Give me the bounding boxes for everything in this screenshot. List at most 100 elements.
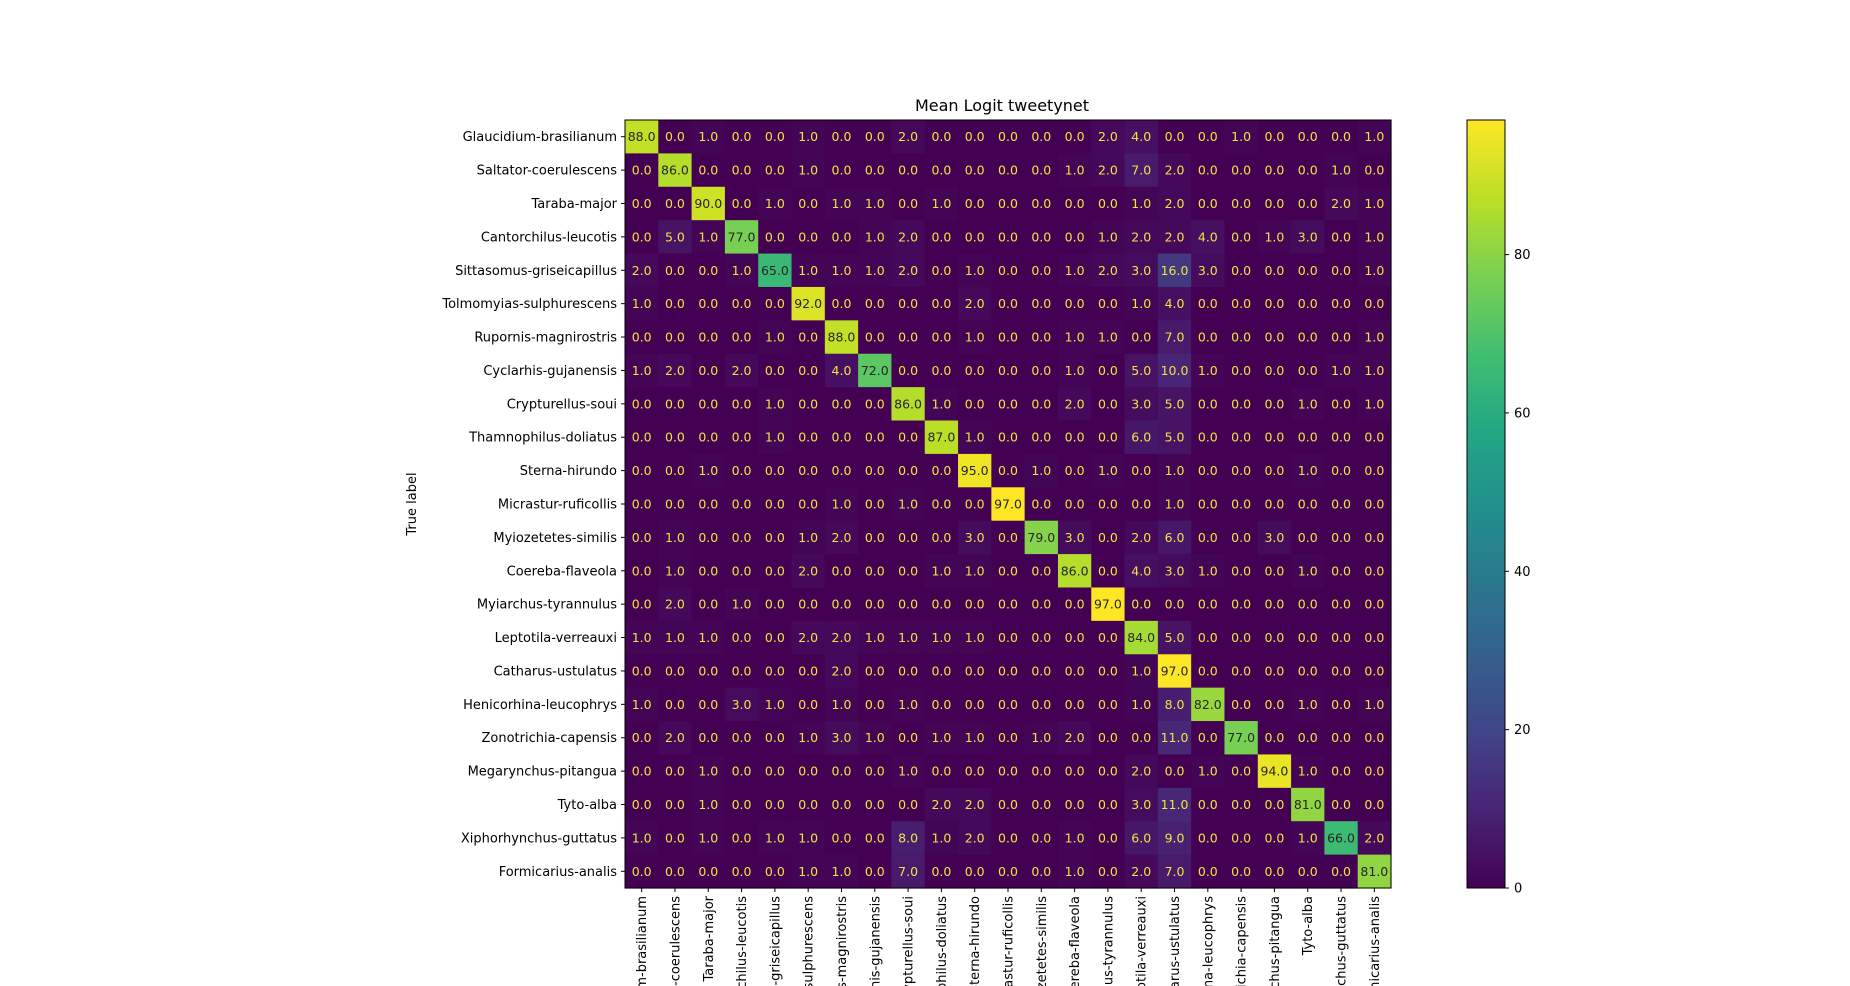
heatmap-cell <box>1057 453 1092 488</box>
heatmap-cell <box>1291 286 1325 321</box>
cell-value-label: 0.0 <box>1364 797 1384 812</box>
heatmap-cell <box>758 787 793 822</box>
heatmap-cell <box>1191 821 1226 856</box>
cell-value-label: 0.0 <box>1331 597 1351 612</box>
cell-value-label: 0.0 <box>1231 163 1251 178</box>
cell-value-label: 0.0 <box>765 363 785 378</box>
heatmap-cell <box>924 186 959 221</box>
y-tick-label: Thamnophilus-doliatus <box>468 431 617 446</box>
heatmap-cell <box>1157 153 1192 188</box>
heatmap-cell <box>1091 754 1126 789</box>
cell-value-label: 0.0 <box>632 663 652 678</box>
heatmap-cell <box>1224 286 1259 321</box>
cell-value-label: 1.0 <box>765 697 785 712</box>
heatmap-cell <box>1157 320 1192 355</box>
cell-value-label: 0.0 <box>1065 630 1085 645</box>
cell-value-label: 66.0 <box>1327 830 1355 845</box>
heatmap-cell <box>1324 220 1359 255</box>
cell-value-label: 0.0 <box>665 663 685 678</box>
cell-value-label: 0.0 <box>1065 697 1085 712</box>
cell-value-label: 1.0 <box>698 463 718 478</box>
cell-value-label: 0.0 <box>931 463 951 478</box>
cell-value-label: 0.0 <box>998 730 1018 745</box>
cell-value-label: 0.0 <box>1098 864 1118 879</box>
cell-value-label: 0.0 <box>832 296 852 311</box>
heatmap-cell <box>791 387 826 422</box>
heatmap-cell <box>1057 821 1092 856</box>
heatmap-cell <box>1257 821 1292 856</box>
cell-value-label: 0.0 <box>965 363 985 378</box>
cell-value-label: 0.0 <box>865 697 885 712</box>
y-tick-label: Saltator-coerulescens <box>477 164 618 179</box>
heatmap-cell <box>958 387 992 422</box>
cell-value-label: 1.0 <box>898 630 918 645</box>
heatmap-cell <box>924 821 959 856</box>
cell-value-label: 0.0 <box>732 730 752 745</box>
cell-value-label: 0.0 <box>931 163 951 178</box>
cell-value-label: 0.0 <box>1198 163 1218 178</box>
cell-value-label: 1.0 <box>665 563 685 578</box>
cell-value-label: 0.0 <box>698 163 718 178</box>
heatmap-cell <box>1257 687 1292 722</box>
heatmap-cell <box>824 453 859 488</box>
cell-value-label: 9.0 <box>1165 830 1185 845</box>
cell-value-label: 2.0 <box>1098 163 1118 178</box>
heatmap-cell <box>758 854 793 889</box>
cell-value-label: 0.0 <box>765 630 785 645</box>
cell-value-label: 0.0 <box>865 563 885 578</box>
heatmap-cell <box>1224 554 1259 589</box>
heatmap-cell <box>858 186 893 221</box>
heatmap-cell <box>924 654 959 689</box>
cell-value-label: 0.0 <box>632 396 652 411</box>
cell-value-label: 0.0 <box>1031 497 1051 512</box>
cell-value-label: 1.0 <box>865 196 885 211</box>
cell-value-label: 0.0 <box>698 263 718 278</box>
cell-value-label: 0.0 <box>1131 730 1151 745</box>
heatmap-cell <box>991 153 1026 188</box>
cell-value-label: 1.0 <box>832 697 852 712</box>
heatmap-cell <box>691 620 726 655</box>
heatmap-cell <box>1224 787 1259 822</box>
heatmap-cell <box>1191 353 1226 388</box>
heatmap-cell <box>724 520 759 555</box>
cell-value-label: 0.0 <box>898 163 918 178</box>
heatmap-cell <box>1224 420 1259 455</box>
heatmap-cell <box>824 253 859 288</box>
cell-value-label: 1.0 <box>1131 196 1151 211</box>
cell-value-label: 0.0 <box>1165 129 1185 144</box>
cell-value-label: 0.0 <box>798 697 818 712</box>
heatmap-cell <box>1324 353 1359 388</box>
cell-value-label: 0.0 <box>1364 597 1384 612</box>
cell-value-label: 0.0 <box>1198 663 1218 678</box>
cell-value-label: 0.0 <box>998 463 1018 478</box>
cell-value-label: 1.0 <box>931 630 951 645</box>
cell-value-label: 0.0 <box>1264 129 1284 144</box>
heatmap-cell <box>625 253 659 288</box>
cell-value-label: 1.0 <box>931 730 951 745</box>
heatmap-cell <box>1024 654 1059 689</box>
heatmap-cell <box>1324 520 1359 555</box>
heatmap-cell <box>1324 687 1359 722</box>
heatmap-cell <box>724 420 759 455</box>
heatmap-cell <box>824 487 859 522</box>
heatmap-cell <box>625 420 659 455</box>
y-tick-label: Rupornis-magnirostris <box>474 331 617 346</box>
heatmap-cell <box>724 687 759 722</box>
heatmap-cell <box>958 754 992 789</box>
heatmap-cell <box>1291 687 1325 722</box>
heatmap-cell <box>991 620 1026 655</box>
x-tick-label: ophilus-doliatus <box>935 896 950 986</box>
heatmap-cell <box>858 353 893 388</box>
cell-value-label: 0.0 <box>1264 864 1284 879</box>
cell-value-label: 1.0 <box>732 597 752 612</box>
heatmap-cell <box>1024 520 1059 555</box>
cell-value-label: 0.0 <box>732 463 752 478</box>
cell-value-label: 6.0 <box>1165 530 1185 545</box>
cell-value-label: 0.0 <box>965 764 985 779</box>
cell-value-label: 0.0 <box>1264 463 1284 478</box>
cell-value-label: 11.0 <box>1161 730 1189 745</box>
heatmap-cell <box>658 353 693 388</box>
cell-value-label: 88.0 <box>628 129 656 144</box>
heatmap-cell <box>1191 387 1226 422</box>
cell-value-label: 0.0 <box>1098 630 1118 645</box>
